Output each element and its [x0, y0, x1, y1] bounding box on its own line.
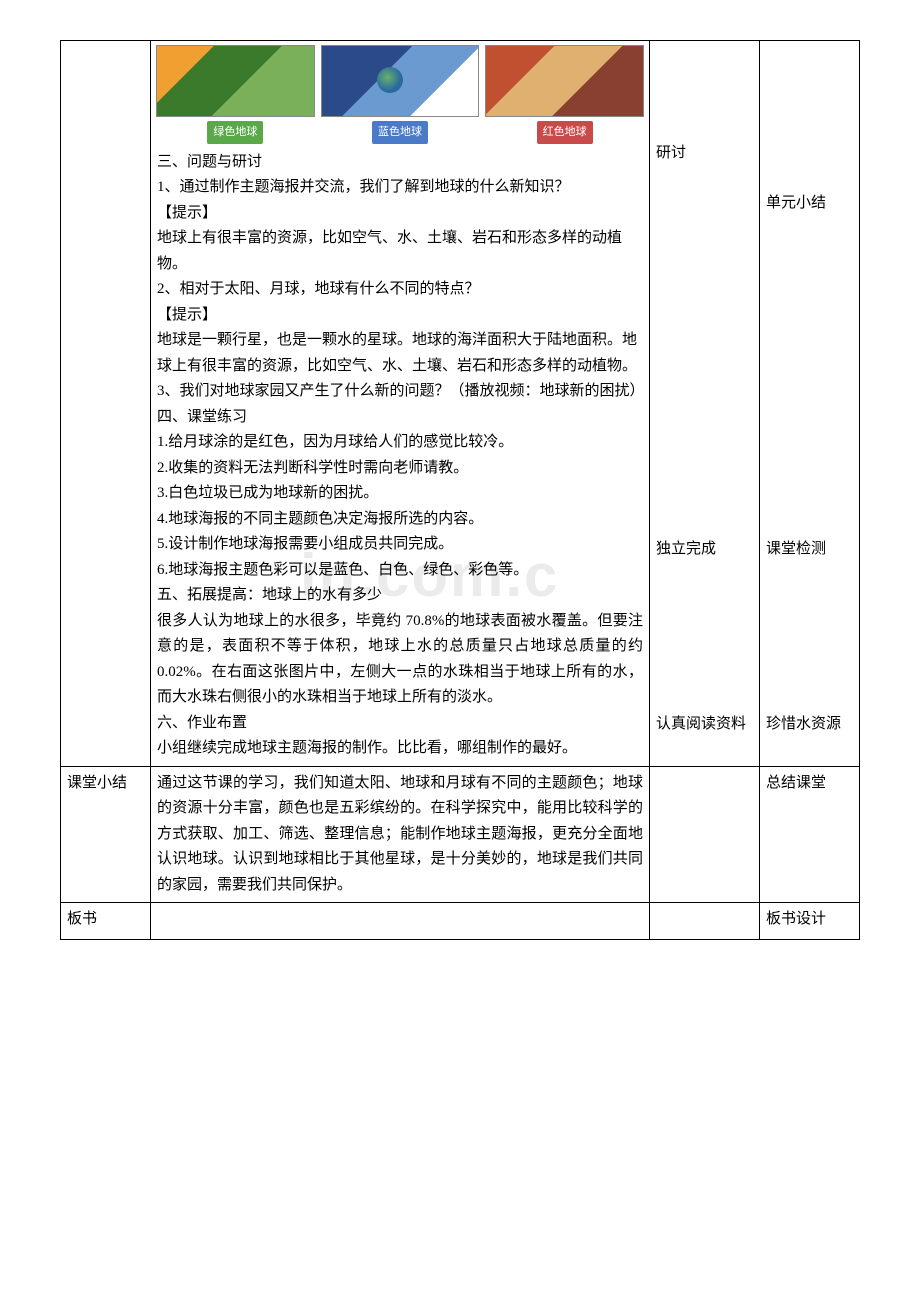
section4-title: 四、课堂练习 [157, 405, 643, 431]
table-row: 绿色地球 蓝色地球 红色地球 三、问题与研讨 1、通过制作主题海报并交流，我们了… [61, 41, 860, 767]
cell-r2c4: 总结课堂 [760, 766, 860, 903]
cell-r1c2: 绿色地球 蓝色地球 红色地球 三、问题与研讨 1、通过制作主题海报并交流，我们了… [151, 41, 650, 767]
section5-body: 很多人认为地球上的水很多，毕竟约 70.8%的地球表面被水覆盖。但要注意的是，表… [157, 609, 643, 711]
col4-c: 珍惜水资源 [766, 712, 853, 738]
section5-title: 五、拓展提高：地球上的水有多少 [157, 583, 643, 609]
cell-r3c2 [151, 903, 650, 940]
poster-red: 红色地球 [486, 45, 643, 144]
poster-blue-image [321, 45, 480, 117]
section6-title: 六、作业布置 [157, 711, 643, 737]
lesson-table: 绿色地球 蓝色地球 红色地球 三、问题与研讨 1、通过制作主题海报并交流，我们了… [60, 40, 860, 940]
cell-r3c4: 板书设计 [760, 903, 860, 940]
section4-i1: 1.给月球涂的是红色，因为月球给人们的感觉比较冷。 [157, 430, 643, 456]
col3-c: 认真阅读资料 [656, 712, 753, 738]
table-row: 课堂小结 通过这节课的学习，我们知道太阳、地球和月球有不同的主题颜色；地球的资源… [61, 766, 860, 903]
section3-q3: 3、我们对地球家园又产生了什么新的问题？（播放视频：地球新的困扰） [157, 379, 643, 405]
cell-r1c4: 单元小结 课堂检测 珍惜水资源 [760, 41, 860, 767]
section3-title: 三、问题与研讨 [157, 150, 643, 176]
section3-q1: 1、通过制作主题海报并交流，我们了解到地球的什么新知识？ [157, 175, 643, 201]
cell-r1c3: 研讨 独立完成 认真阅读资料 [650, 41, 760, 767]
section3-q2: 2、相对于太阳、月球，地球有什么不同的特点？ [157, 277, 643, 303]
poster-green-image [156, 45, 315, 117]
section4-i6: 6.地球海报主题色彩可以是蓝色、白色、绿色、彩色等。 [157, 558, 643, 584]
section6-body: 小组继续完成地球主题海报的制作。比比看，哪组制作的最好。 [157, 736, 643, 762]
table-row: 板书 板书设计 [61, 903, 860, 940]
poster-blue: 蓝色地球 [322, 45, 479, 144]
cell-r2c1: 课堂小结 [61, 766, 151, 903]
section4-i4: 4.地球海报的不同主题颜色决定海报所选的内容。 [157, 507, 643, 533]
poster-green-label: 绿色地球 [207, 121, 263, 144]
section4-i2: 2.收集的资料无法判断科学性时需向老师请教。 [157, 456, 643, 482]
poster-red-image [485, 45, 644, 117]
cell-r3c3 [650, 903, 760, 940]
poster-red-label: 红色地球 [537, 121, 593, 144]
cell-r2c2: 通过这节课的学习，我们知道太阳、地球和月球有不同的主题颜色；地球的资源十分丰富，… [151, 766, 650, 903]
cell-r2c3 [650, 766, 760, 903]
section4-i5: 5.设计制作地球海报需要小组成员共同完成。 [157, 532, 643, 558]
section4-i3: 3.白色垃圾已成为地球新的困扰。 [157, 481, 643, 507]
section3-tip2: 地球是一颗行星，也是一颗水的星球。地球的海洋面积大于陆地面积。地球上有很丰富的资… [157, 328, 643, 379]
poster-row: 绿色地球 蓝色地球 红色地球 [157, 45, 643, 144]
cell-r3c1: 板书 [61, 903, 151, 940]
col4-a: 单元小结 [766, 191, 853, 217]
poster-green: 绿色地球 [157, 45, 314, 144]
section3-tip1: 地球上有很丰富的资源，比如空气、水、土壤、岩石和形态多样的动植物。 [157, 226, 643, 277]
col4-b: 课堂检测 [766, 537, 853, 563]
poster-blue-label: 蓝色地球 [372, 121, 428, 144]
section3-tip2-h: 【提示】 [157, 303, 643, 329]
cell-r1c1 [61, 41, 151, 767]
section3-tip1-h: 【提示】 [157, 201, 643, 227]
col3-a: 研讨 [656, 141, 753, 167]
col3-b: 独立完成 [656, 537, 753, 563]
